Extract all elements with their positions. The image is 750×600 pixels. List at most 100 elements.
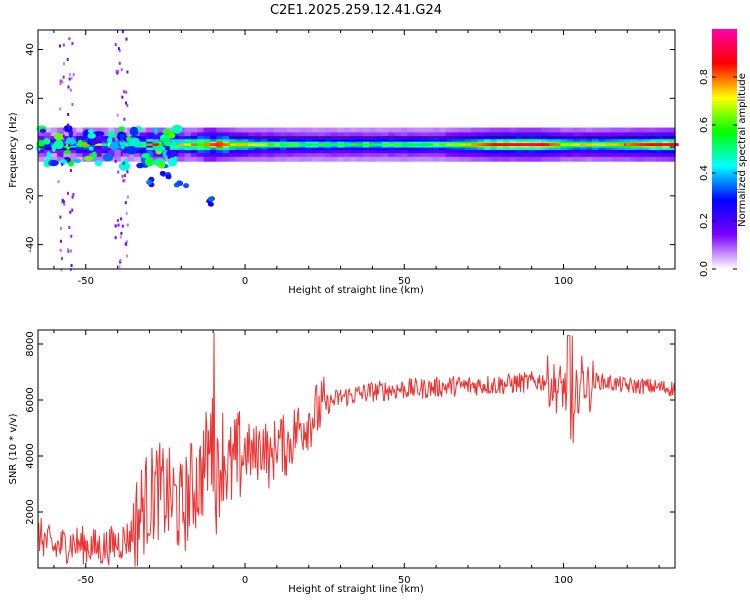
heatmap-speckle (68, 77, 71, 81)
colorbar-tick-label: 0.0 (699, 261, 710, 277)
heatmap-core (506, 143, 512, 147)
heatmap-speckle (114, 159, 117, 163)
heatmap-speckle (120, 68, 123, 72)
heatmap-cell (604, 143, 612, 146)
heatmap-core (219, 143, 225, 147)
heatmap-speckle (123, 179, 126, 183)
x-tick-label: -50 (78, 276, 94, 287)
heatmap-core (639, 143, 646, 147)
heatmap-speckle (72, 193, 75, 197)
heatmap-blob (174, 139, 183, 145)
heatmap-core (525, 143, 531, 147)
heatmap-cell (458, 143, 466, 146)
heatmap-blob (156, 146, 166, 152)
y-tick-label: 0 (25, 144, 36, 150)
heatmap-blob (157, 162, 166, 169)
heatmap-cell (171, 143, 179, 146)
heatmap-speckle (119, 258, 122, 262)
heatmap-cell (178, 143, 186, 146)
heatmap-speckle (67, 123, 70, 127)
heatmap-core (644, 143, 651, 147)
heatmap-cell (445, 143, 453, 146)
heatmap-speckle (59, 79, 62, 83)
snr-panel: -50 0 50 100 2000 4000 6000 8000 Height of str… (8, 329, 676, 595)
snr-y-label: SNR (10 * v/v) (8, 413, 19, 484)
heatmap-core (630, 143, 636, 147)
heatmap-speckle (127, 153, 130, 157)
heatmap-speckle (57, 180, 60, 184)
spectrogram-x-label: Height of straight line (km) (288, 285, 424, 296)
x-tick-label: 50 (398, 575, 411, 586)
heatmap-cell (235, 143, 243, 146)
heatmap-cell (579, 143, 587, 146)
heatmap-blob (87, 129, 94, 134)
heatmap-speckle (68, 143, 71, 147)
heatmap-blob (109, 142, 119, 151)
heatmap-cell (350, 143, 358, 146)
heatmap-cell (585, 143, 593, 146)
colorbar-label: Normalized spectral amplitude (737, 73, 748, 227)
y-tick-label: 2000 (25, 499, 36, 524)
heatmap-speckle (122, 161, 125, 165)
heatmap-cell (464, 143, 472, 146)
heatmap-speckle (116, 157, 119, 161)
heatmap-blob (63, 150, 72, 155)
heatmap-speckle (62, 134, 65, 138)
heatmap-speckle (59, 107, 62, 111)
heatmap-cell (401, 143, 409, 146)
heatmap-speckle (62, 140, 65, 144)
heatmap-speckle (62, 200, 65, 204)
heatmap-speckle (123, 117, 126, 121)
heatmap-cell (432, 143, 440, 146)
heatmap-cell (286, 143, 294, 146)
heatmap-core (491, 143, 498, 147)
heatmap-cell (592, 143, 600, 146)
heatmap-blob (48, 159, 59, 167)
heatmap-speckle (116, 71, 119, 75)
y-tick-label: 20 (25, 92, 36, 105)
colorbar-ticks: 0.0 0.2 0.4 0.6 0.8 (699, 69, 737, 277)
heatmap-speckle (114, 43, 117, 47)
heatmap-blob (53, 132, 65, 141)
heatmap-cell (318, 143, 326, 146)
heatmap-speckle (72, 73, 75, 77)
heatmap-cell (566, 143, 574, 146)
heatmap-speckle (66, 58, 69, 62)
heatmap-cell (553, 143, 561, 146)
heatmap-speckle (124, 242, 127, 246)
heatmap-speckle (123, 173, 126, 177)
heatmap-cell (292, 143, 300, 146)
heatmap-core (214, 143, 221, 147)
heatmap-core (515, 143, 522, 147)
heatmap-speckle (68, 72, 71, 76)
heatmap-cell (388, 143, 396, 146)
heatmap-blob (36, 140, 46, 147)
heatmap-speckle (117, 47, 120, 51)
heatmap-cell (101, 143, 109, 146)
heatmap-speckle (59, 227, 62, 231)
heatmap-blob (166, 149, 177, 158)
heatmap-cell (152, 143, 160, 146)
heatmap-speckle (59, 215, 62, 219)
colorbar-tick-label: 0.2 (699, 213, 710, 229)
heatmap-cell (69, 143, 77, 146)
snr-y-ticks: 2000 4000 6000 8000 (25, 331, 675, 525)
heatmap-cell (44, 143, 52, 146)
heatmap-drift (146, 179, 153, 185)
heatmap-speckle (126, 195, 129, 199)
heatmap-speckle (67, 112, 70, 116)
heatmap-cell (267, 143, 275, 146)
colorbar: 0.0 0.2 0.4 0.6 0.8 Normalized spectral ampl… (699, 29, 748, 277)
y-tick-label: -20 (25, 188, 36, 204)
heatmap-speckle (114, 236, 117, 240)
heatmap-blob (141, 153, 150, 159)
heatmap-cell (598, 143, 606, 146)
heatmap-core (501, 143, 507, 147)
heatmap-speckle (61, 198, 64, 202)
heatmap-cell (343, 143, 351, 146)
heatmap-blob (144, 156, 155, 167)
heatmap-speckle (58, 155, 61, 159)
heatmap-speckle (117, 69, 120, 73)
heatmap-speckle (69, 268, 72, 272)
heatmap-speckle (114, 224, 117, 228)
